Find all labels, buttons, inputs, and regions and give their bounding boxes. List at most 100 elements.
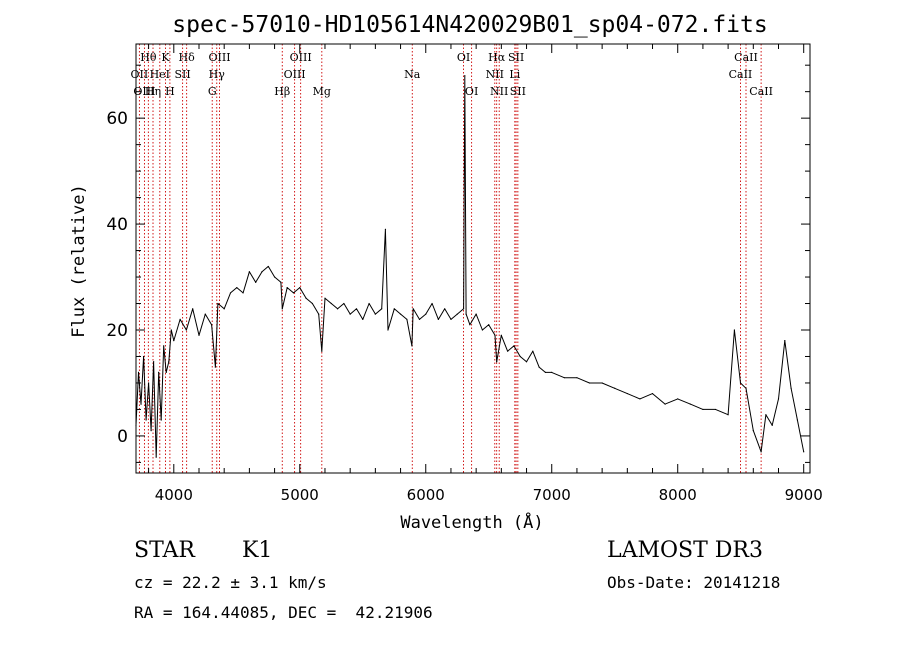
spectrum-point [261, 271, 263, 273]
spectrum-point [273, 276, 276, 278]
spectrum-point [170, 329, 172, 331]
line-label-4: HeI [150, 68, 170, 81]
spectrum-point [160, 419, 162, 421]
spectrum-point [311, 302, 313, 305]
spectrum-point [588, 382, 591, 384]
spectrum-point [803, 451, 805, 453]
spectrum-point [412, 308, 414, 310]
spectrum-point [229, 292, 232, 294]
line-label-3: Hη [145, 85, 161, 98]
y-tick-label: 0 [117, 427, 128, 447]
spectrum-point [267, 265, 269, 268]
spectrum-point [281, 308, 283, 310]
spectrum-point [147, 382, 150, 384]
line-label-12: Hβ [274, 85, 290, 98]
spectrum-point [248, 271, 250, 273]
spectrum-point [198, 334, 200, 336]
spectrum-point [155, 456, 157, 458]
spectrum-point [771, 424, 773, 426]
spectrum-point [488, 324, 490, 326]
x-tick-label: 4000 [155, 486, 193, 504]
line-label-8: Hδ [179, 51, 196, 64]
y-tick-label: 40 [106, 215, 128, 235]
spectral-line-labels: HθOIIOIIIHηHeIKHSIIHδGHγOIIIHβOIIIOIIIMg… [131, 51, 773, 98]
redshift-velocity: cz = 22.2 ± 3.1 km/s [134, 573, 327, 592]
spectrum-point [210, 324, 213, 326]
spectrum-point [330, 302, 332, 305]
spectrum-point [425, 313, 427, 315]
spectrum-point [153, 361, 155, 363]
line-label-0: Hθ [140, 51, 157, 64]
spectrum-point [185, 329, 187, 331]
spectrum-point [475, 313, 477, 315]
spectrum-point [305, 297, 307, 299]
spectrum-point [223, 308, 225, 310]
spectrum-point [456, 313, 458, 315]
spectrum-point [280, 281, 282, 283]
line-label-10: Hγ [209, 68, 226, 81]
line-label-5: K [161, 51, 170, 64]
y-axis-label: Flux (relative) [69, 184, 89, 338]
line-label-1: OII [131, 68, 149, 81]
spectrum-point [362, 318, 364, 321]
spectrum-point [437, 318, 439, 321]
line-label-25: CaII [729, 68, 753, 81]
line-label-20: Hα [488, 51, 506, 64]
spectrum-point [286, 287, 288, 289]
line-label-11: OIII [208, 51, 230, 64]
line-label-26: CaII [734, 51, 758, 64]
line-label-15: Mg [313, 85, 331, 98]
spectrum-point [538, 366, 540, 368]
spectrum-point [462, 308, 465, 310]
spectrum-point [494, 334, 496, 336]
spectrum-point [150, 430, 152, 432]
spectrum-point [158, 371, 160, 373]
spectrum-point [601, 382, 603, 384]
spectrum-point [411, 345, 413, 347]
spectrum-point [179, 318, 181, 321]
spectrum-point [242, 292, 244, 294]
spectrum-point [384, 228, 387, 230]
spectrum-point [217, 302, 219, 305]
spectrum-point [321, 350, 323, 352]
spectrum-point [563, 377, 565, 379]
spectrum-point [399, 313, 402, 315]
spectrum-point [137, 371, 140, 373]
spectrum-point [236, 287, 238, 289]
spectrum-point [481, 329, 484, 331]
spectrum-point [576, 377, 578, 379]
x-tick-label: 5000 [281, 486, 319, 504]
spectrum-point [349, 313, 351, 315]
spectrum-point [551, 371, 553, 373]
spectrum-point [752, 430, 754, 432]
spectrum-point [689, 403, 691, 405]
x-axis-label: Wavelength (Å) [400, 511, 543, 533]
spectrum-point [292, 292, 295, 294]
spectrum-point [733, 329, 736, 331]
spectrum-series [135, 75, 805, 458]
line-label-14: OIII [290, 51, 312, 64]
x-tick-label: 7000 [533, 486, 571, 504]
spectrum-point [614, 387, 616, 389]
spectrum-point [525, 361, 528, 363]
spectrum-point [544, 371, 547, 373]
spectrum-point [651, 392, 654, 395]
line-label-22: SII [508, 51, 524, 64]
line-label-23: Li [509, 68, 520, 81]
spectrum-point [760, 451, 762, 453]
spectrum-point [496, 361, 498, 363]
spectrum-point [465, 313, 467, 315]
spectrum-point [765, 414, 767, 416]
spectrum-point [387, 329, 389, 331]
spectrum-point [664, 403, 666, 405]
spectrum-point [406, 318, 408, 321]
line-label-16: Na [404, 68, 421, 81]
spectrum-point [513, 345, 515, 347]
spectrum-point [431, 302, 433, 305]
line-label-21: NII [490, 85, 508, 98]
spectrum-chart: spec-57010-HD105614N420029B01_sp04-072.f… [69, 12, 823, 533]
spectrum-point [145, 419, 147, 421]
line-label-2: OIII [133, 85, 155, 98]
plot-frame [135, 43, 811, 474]
spectrum-point [173, 339, 175, 342]
